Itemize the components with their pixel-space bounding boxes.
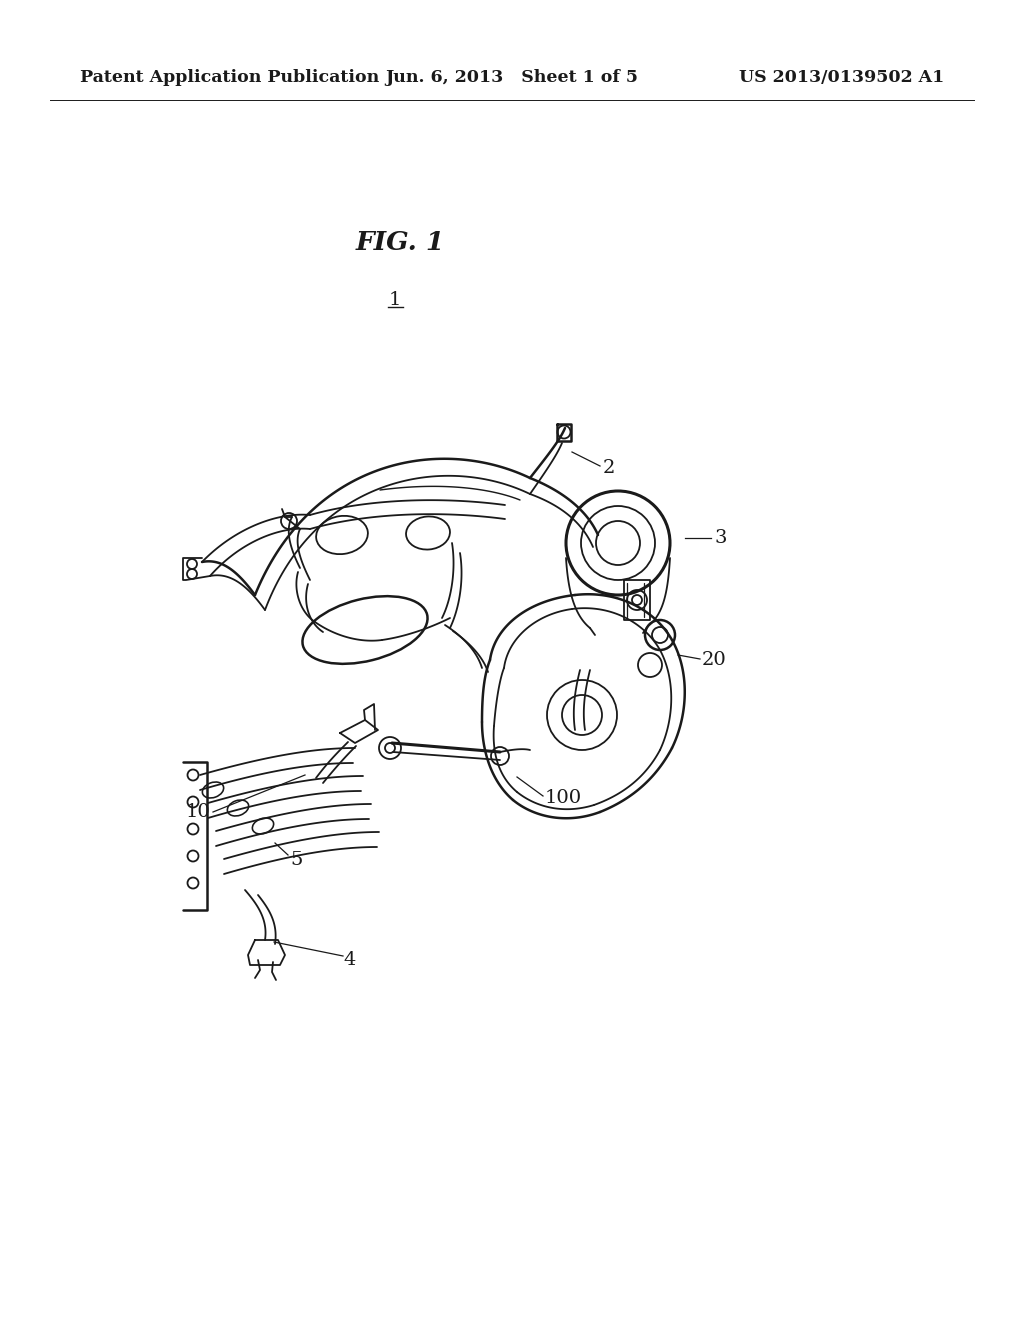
Text: 20: 20 bbox=[702, 651, 727, 669]
Text: 2: 2 bbox=[603, 459, 615, 477]
Text: 100: 100 bbox=[545, 789, 582, 807]
Text: 5: 5 bbox=[290, 851, 302, 869]
Text: 1: 1 bbox=[389, 290, 401, 309]
Text: 3: 3 bbox=[714, 529, 726, 546]
Text: Patent Application Publication: Patent Application Publication bbox=[80, 70, 379, 87]
Text: 4: 4 bbox=[344, 950, 356, 969]
Text: Jun. 6, 2013   Sheet 1 of 5: Jun. 6, 2013 Sheet 1 of 5 bbox=[385, 70, 639, 87]
Text: FIG. 1: FIG. 1 bbox=[355, 230, 444, 255]
Text: 10: 10 bbox=[185, 803, 210, 821]
Text: US 2013/0139502 A1: US 2013/0139502 A1 bbox=[738, 70, 944, 87]
